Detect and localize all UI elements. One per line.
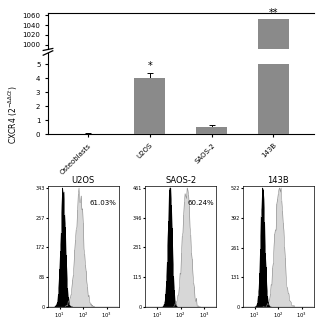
Text: CXCR4 (2$^{-ΔΔCt}$): CXCR4 (2$^{-ΔΔCt}$) (6, 86, 20, 144)
Title: U2OS: U2OS (72, 176, 95, 185)
Title: 143B: 143B (268, 176, 289, 185)
Bar (196, 127, 227, 134)
Text: 61.03%: 61.03% (90, 200, 116, 206)
Text: 60.24%: 60.24% (188, 200, 214, 206)
Text: **: ** (269, 8, 278, 18)
Title: SAOS-2: SAOS-2 (165, 176, 196, 185)
Bar (258, 19, 289, 320)
Bar (258, 64, 289, 134)
Bar (134, 77, 165, 134)
Text: *: * (148, 61, 152, 71)
